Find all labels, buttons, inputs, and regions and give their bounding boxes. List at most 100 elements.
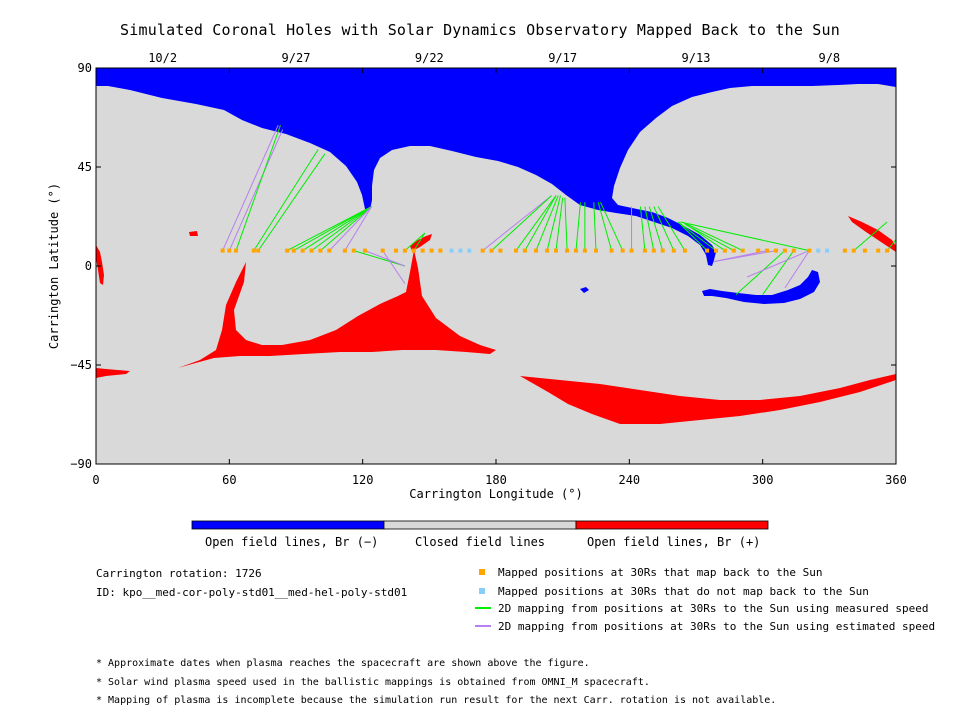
spacecraft-point	[705, 248, 710, 253]
spacecraft-point	[862, 248, 867, 253]
positive-coronal-hole-mid	[410, 234, 432, 251]
spacecraft-point	[429, 248, 434, 253]
mapping-line	[746, 250, 810, 278]
colorbar-label-closed: Closed field lines	[414, 535, 546, 549]
spacecraft-point	[651, 248, 656, 253]
model-id: ID: kpo__med-cor-poly-std01__med-hel-pol…	[96, 586, 408, 599]
mapping-line	[546, 195, 561, 251]
mapping-line	[784, 250, 810, 289]
spacecraft-point	[498, 248, 503, 253]
spacecraft-point	[256, 248, 261, 253]
mapping-line	[228, 129, 284, 251]
spacecraft-point	[309, 248, 314, 253]
spacecraft-point	[411, 248, 416, 253]
mapping-line	[677, 221, 717, 251]
spacecraft-point	[251, 248, 256, 253]
positive-coronal-hole-south	[520, 374, 896, 424]
date-tick-label: 10/2	[148, 51, 177, 65]
spacecraft-point	[534, 248, 538, 253]
y-axis-label: Carrington Latitude (°)	[47, 183, 61, 349]
spacecraft-point	[300, 248, 305, 253]
positive-coronal-hole-small	[189, 231, 198, 236]
spacecraft-point	[420, 248, 425, 253]
spacecraft-point	[480, 248, 485, 253]
x-tick-label: 180	[485, 473, 507, 487]
colorbar-label-positive: Open field lines, Br (+)	[587, 535, 761, 549]
spacecraft-point	[220, 248, 225, 253]
spacecraft-point	[318, 248, 323, 253]
legend-not-mapped-label: Mapped positions at 30Rs that do not map…	[498, 585, 869, 598]
spacecraft-point	[816, 248, 821, 253]
mapping-line	[364, 250, 406, 267]
note-incomplete: * Mapping of plasma is incomplete becaus…	[96, 695, 777, 706]
y-tick-label: 0	[85, 259, 92, 273]
spacecraft-point	[660, 248, 665, 253]
spacecraft-point	[582, 248, 587, 253]
mapping-line	[413, 232, 426, 251]
y-tick-label: −45	[70, 358, 92, 372]
mapping-line	[735, 250, 786, 295]
spacecraft-point	[774, 248, 778, 253]
mapping-line	[599, 201, 624, 251]
mapping-line	[853, 221, 888, 251]
x-tick-label: 360	[885, 473, 907, 487]
spacecraft-point	[285, 248, 290, 253]
mapping-line	[639, 206, 646, 251]
spacecraft-point	[380, 248, 385, 253]
spacecraft-point	[782, 248, 787, 253]
mapping-line	[524, 195, 557, 251]
positive-coronal-hole-edge	[96, 245, 104, 285]
spacecraft-point	[449, 248, 454, 253]
colorbar-closed	[383, 520, 577, 530]
spacecraft-point	[234, 248, 238, 253]
spacecraft-point	[227, 248, 232, 253]
mapping-line	[648, 206, 664, 251]
negative-coronal-hole-loop	[702, 270, 820, 304]
spacecraft-point	[402, 248, 407, 253]
spacecraft-point	[351, 248, 356, 253]
legend-estimated-label: 2D mapping from positions at 30Rs to the…	[498, 620, 936, 633]
mapping-line	[515, 195, 557, 251]
spacecraft-point	[722, 248, 727, 253]
mapping-line	[320, 206, 372, 251]
spacecraft-point	[682, 248, 687, 253]
spacecraft-point	[291, 248, 296, 253]
mapping-line	[644, 206, 655, 251]
legend-mapped-marker	[479, 569, 485, 575]
mapping-line	[597, 202, 613, 251]
colorbar-negative	[191, 520, 385, 530]
mapping-line	[684, 223, 735, 252]
spacecraft-point	[458, 248, 463, 253]
x-axis-label: Carrington Longitude (°)	[409, 487, 582, 501]
mapping-line	[657, 206, 686, 251]
spacecraft-point	[714, 248, 718, 253]
mapping-line	[328, 206, 372, 251]
x-tick-label: 300	[752, 473, 774, 487]
legend-measured-label: 2D mapping from positions at 30Rs to the…	[498, 602, 929, 615]
spacecraft-point	[514, 248, 518, 253]
carrington-rotation: Carrington rotation: 1726	[96, 567, 262, 580]
mapping-line	[762, 250, 795, 295]
spacecraft-point	[522, 248, 527, 253]
map-plot: 0 60 120 180 240 300 360 90 45 0 −45 −90 10/2 9/27 9/2…	[47, 51, 907, 530]
mapping-line	[293, 206, 372, 252]
spacecraft-point	[394, 248, 398, 253]
x-tick-label: 120	[352, 473, 374, 487]
mapping-line	[302, 206, 372, 252]
spacecraft-point	[791, 248, 796, 253]
spacecraft-point	[467, 248, 472, 253]
spacecraft-point	[825, 248, 830, 253]
colorbar-label-negative: Open field lines, Br (−)	[205, 535, 379, 549]
x-tick-label: 240	[618, 473, 640, 487]
mapping-line	[253, 149, 319, 251]
chart-title: Simulated Coronal Holes with Solar Dynam…	[120, 21, 840, 39]
spacecraft-point	[545, 248, 550, 253]
positive-coronal-hole-large	[178, 250, 496, 368]
date-tick-label: 9/27	[282, 51, 311, 65]
mapping-line	[575, 202, 581, 251]
spacecraft-point	[554, 248, 558, 253]
spacecraft-point	[807, 248, 812, 253]
spacecraft-point	[489, 248, 494, 253]
spacecraft-point	[851, 248, 856, 253]
mapping-line	[677, 221, 708, 251]
